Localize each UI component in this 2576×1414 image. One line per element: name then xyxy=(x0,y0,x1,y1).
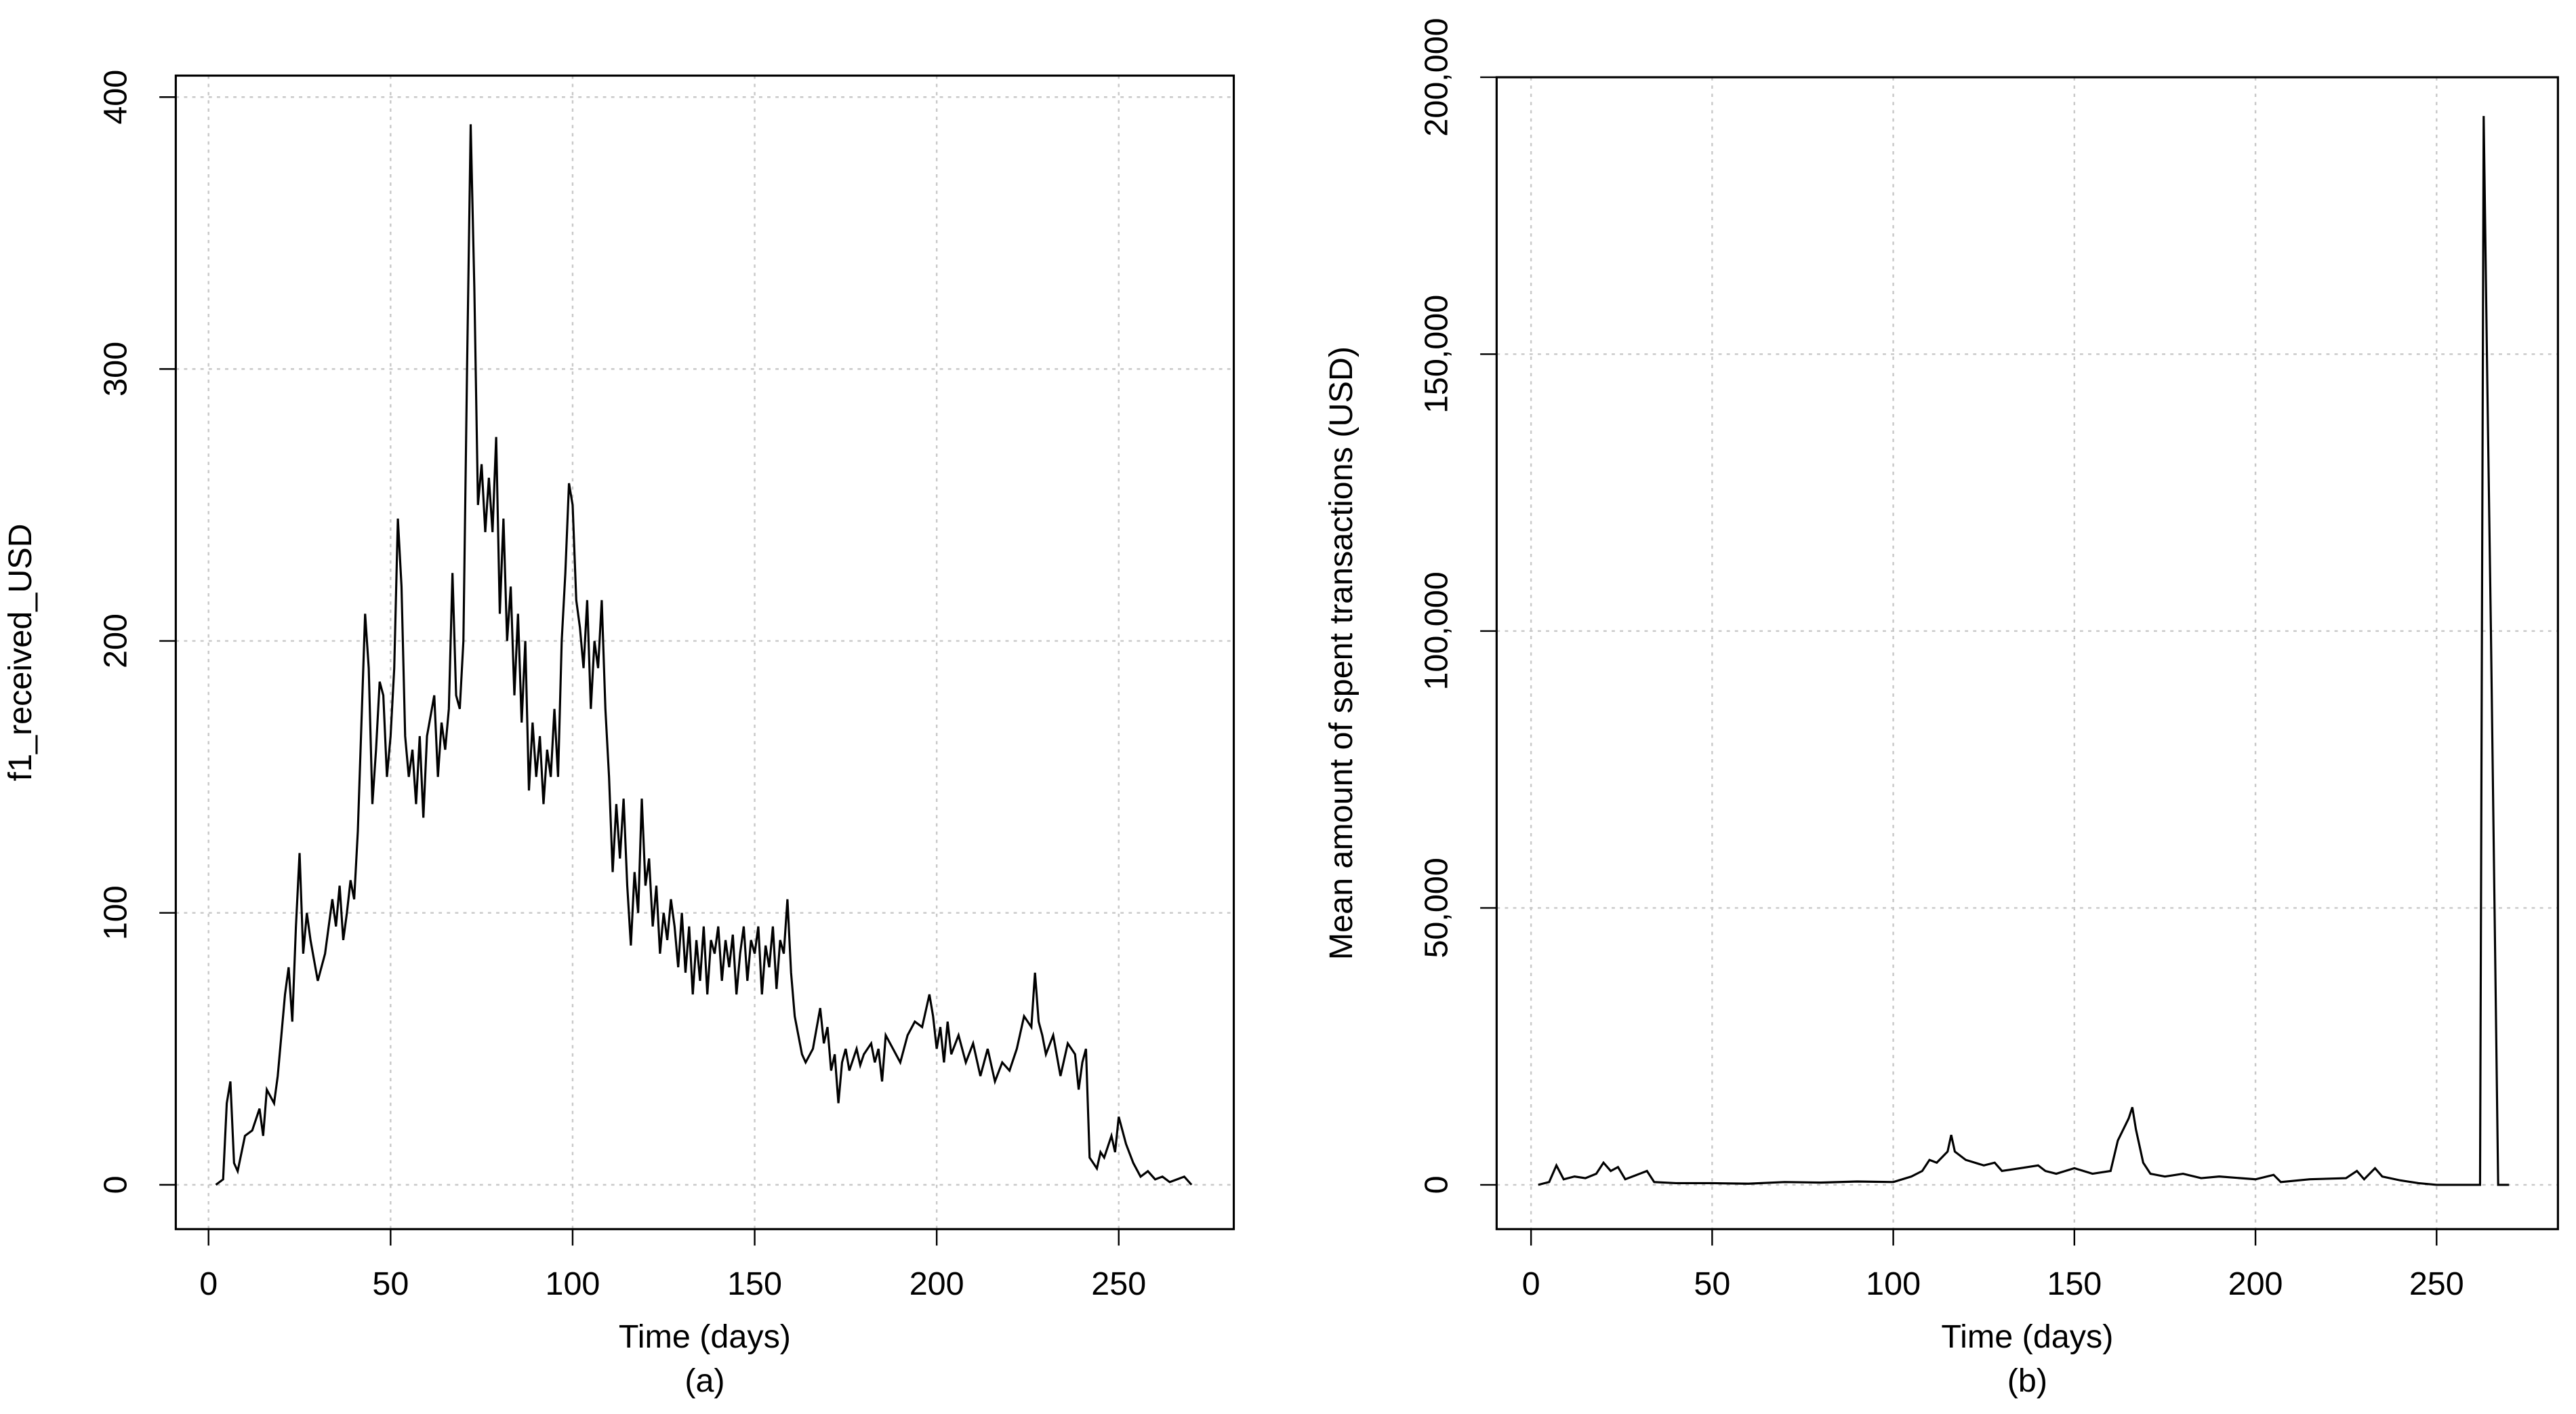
y-tick-label: 200 xyxy=(98,613,134,668)
y-axis-label: f1_received_USD xyxy=(2,523,39,781)
y-axis-label: Mean amount of spent transactions (USD) xyxy=(1323,346,1359,960)
x-tick-label: 200 xyxy=(909,1266,964,1302)
y-tick-label: 0 xyxy=(1418,1175,1455,1194)
y-tick-label: 100,000 xyxy=(1418,571,1455,690)
x-tick-label: 50 xyxy=(1694,1266,1730,1302)
x-tick-label: 100 xyxy=(1866,1266,1921,1302)
x-tick-label: 50 xyxy=(372,1266,409,1302)
y-tick-label: 0 xyxy=(98,1175,134,1194)
data-line xyxy=(1538,116,2510,1186)
x-tick-label: 100 xyxy=(545,1266,600,1302)
y-tick-label: 100 xyxy=(98,885,134,940)
x-axis-label: Time (days) xyxy=(1941,1318,2113,1355)
y-tick-label: 200,000 xyxy=(1418,18,1455,136)
x-tick-label: 200 xyxy=(2228,1266,2283,1302)
y-tick-label: 300 xyxy=(98,342,134,397)
caption: (b) xyxy=(2007,1362,2047,1399)
plot-frame xyxy=(1495,76,2559,1230)
x-tick-label: 150 xyxy=(2047,1266,2102,1302)
y-tick-label: 400 xyxy=(98,70,134,125)
plot-frame xyxy=(174,74,1235,1230)
x-tick-label: 250 xyxy=(1091,1266,1146,1302)
x-tick-label: 0 xyxy=(1522,1266,1540,1302)
x-axis-label: Time (days) xyxy=(619,1318,791,1355)
x-tick-label: 250 xyxy=(2409,1266,2464,1302)
x-tick-label: 0 xyxy=(199,1266,218,1302)
data-line xyxy=(215,124,1193,1186)
y-tick-label: 50,000 xyxy=(1418,857,1455,958)
y-tick-label: 150,000 xyxy=(1418,295,1455,413)
x-tick-label: 150 xyxy=(727,1266,782,1302)
caption: (a) xyxy=(684,1362,724,1399)
